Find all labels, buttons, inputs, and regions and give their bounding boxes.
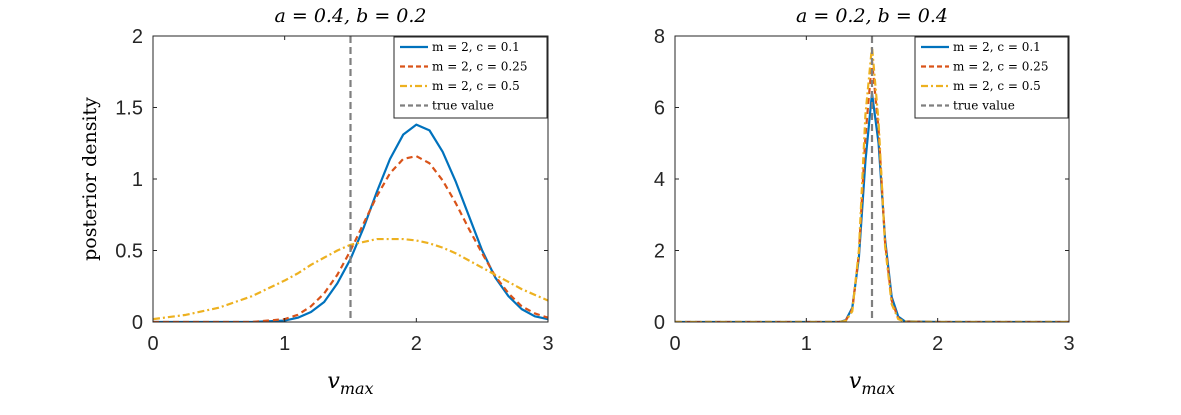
legend: m = 2, c = 0.1 m = 2, c = 0.25 m = 2, c = … <box>393 36 548 119</box>
x-tick-label: 3 <box>542 333 553 355</box>
y-tick-label: 0 <box>132 312 143 334</box>
x-tick-label: 2 <box>932 333 943 355</box>
y-tick-label: 2 <box>654 241 665 263</box>
chart-panel-2: 0 1 2 3 0 2 4 6 8 a = 0.2, b = 0.4 vmax m = 2, c = … <box>654 5 1075 398</box>
y-tick-label: 0 <box>654 312 665 334</box>
legend-label-4: true value <box>432 99 494 113</box>
x-tick-label: 1 <box>279 333 290 355</box>
legend-label-3: m = 2, c = 0.5 <box>953 79 1041 93</box>
y-tick-label: 1.5 <box>115 98 143 120</box>
y-tick-label: 0.5 <box>115 241 143 263</box>
x-tick-label: 0 <box>669 333 680 355</box>
x-tick-label: 3 <box>1063 333 1074 355</box>
x-tick-label: 2 <box>411 333 422 355</box>
x-axis-label: vmax <box>327 369 373 398</box>
legend-label-2: m = 2, c = 0.25 <box>432 60 527 74</box>
x-tick-label: 0 <box>147 333 158 355</box>
y-tick-label: 2 <box>132 26 143 48</box>
legend-label-4: true value <box>953 99 1015 113</box>
chart-title: a = 0.2, b = 0.4 <box>796 5 948 27</box>
legend-label-3: m = 2, c = 0.5 <box>432 79 520 93</box>
x-tick-label: 1 <box>801 333 812 355</box>
legend-label-2: m = 2, c = 0.25 <box>953 60 1048 74</box>
y-tick-label: 6 <box>654 98 665 120</box>
legend-label-1: m = 2, c = 0.1 <box>953 40 1041 54</box>
y-tick-label: 8 <box>654 26 665 48</box>
series-line-3 <box>153 237 548 321</box>
y-axis-label: posterior density <box>79 97 101 261</box>
legend: m = 2, c = 0.1 m = 2, c = 0.25 m = 2, c = … <box>914 36 1069 119</box>
y-tick-label: 4 <box>654 169 665 191</box>
legend-label-1: m = 2, c = 0.1 <box>432 40 520 54</box>
chart-panel-1: 0 1 2 3 0 0.5 1 1.5 2 a = 0.4, b = 0.2 vmax posteri… <box>79 5 554 398</box>
x-axis-label: vmax <box>849 369 895 398</box>
chart-title: a = 0.4, b = 0.2 <box>275 5 427 27</box>
y-tick-label: 1 <box>132 169 143 191</box>
